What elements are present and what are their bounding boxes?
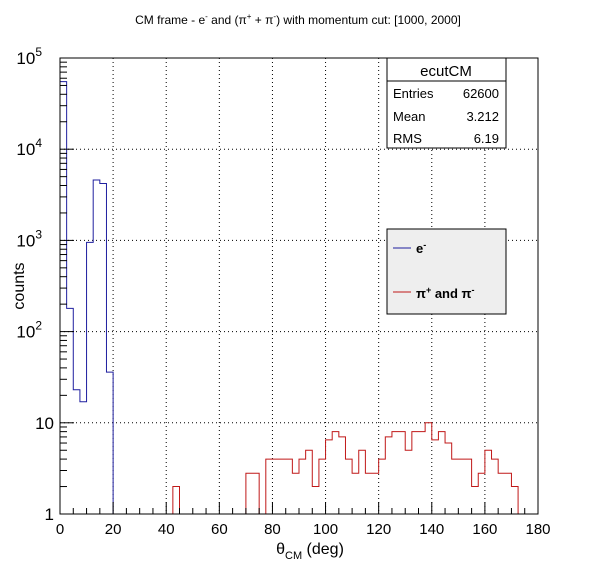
y-axis: 1 10 102 103 104 105 [16, 45, 74, 524]
stats-mean-label: Mean [393, 109, 426, 124]
histogram-bin [505, 473, 512, 514]
histogram-bin [339, 437, 346, 514]
histogram-bin [246, 473, 253, 514]
legend: e- π+ and π- [386, 228, 507, 315]
histogram-bin [326, 440, 333, 514]
y-tick-label: 102 [16, 319, 42, 342]
stats-box: ecutCM Entries 62600 Mean 3.212 RMS 6.19 [386, 57, 507, 149]
histogram-bin [352, 473, 359, 514]
histogram-bin [438, 432, 445, 514]
legend-label-pion: π+ and π- [416, 285, 475, 301]
histogram-bin [458, 459, 465, 514]
histogram-bin [399, 432, 406, 514]
histogram-bin [365, 473, 372, 514]
x-tick-label: 160 [472, 521, 497, 538]
histogram-bin [392, 432, 399, 514]
histogram-bin [478, 473, 485, 514]
histogram-bin [372, 473, 379, 514]
histogram-bin [80, 402, 87, 514]
histogram-bin [173, 487, 180, 514]
histogram-bin [319, 459, 326, 514]
histogram-bin [485, 450, 492, 514]
x-tick-label: 60 [211, 521, 228, 538]
x-axis: 0 20 40 60 80 100 120 140 160 180 [56, 502, 551, 538]
histogram-bin [299, 459, 306, 514]
histogram-bin [292, 473, 299, 514]
y-tick-label: 1 [45, 505, 54, 524]
histogram-bin [253, 473, 260, 514]
histogram-bin [332, 432, 339, 514]
histogram-bin [465, 459, 472, 514]
x-tick-label: 100 [313, 521, 338, 538]
histogram-bin [492, 459, 499, 514]
series-1 [60, 422, 538, 515]
histogram-bin [272, 459, 279, 514]
histogram-bin [100, 184, 107, 514]
histogram-bin [106, 372, 113, 514]
series-0 [60, 81, 120, 515]
histogram-bin [419, 432, 426, 514]
histogram-bin [93, 180, 100, 514]
series-layer [60, 81, 538, 515]
histogram-bin [432, 440, 439, 514]
histogram-bin [445, 443, 452, 514]
chart-title: CM frame - e- and (π+ + π-) with momentu… [135, 12, 461, 27]
histogram-bin [452, 459, 459, 514]
x-tick-label: 80 [264, 521, 281, 538]
y-tick-label: 105 [16, 45, 42, 68]
stats-mean-value: 3.212 [466, 109, 499, 124]
histogram-bin [359, 450, 366, 514]
histogram-bin [87, 242, 94, 514]
series-line [60, 422, 538, 515]
y-tick-label: 104 [16, 136, 42, 159]
y-tick-label: 103 [16, 227, 42, 250]
histogram-bin [412, 432, 419, 514]
y-axis-label: counts [11, 262, 28, 309]
histogram-bin [306, 450, 313, 514]
x-tick-label: 0 [56, 521, 64, 538]
histogram-bin [73, 390, 80, 514]
histogram-bin [405, 450, 412, 514]
histogram-bin [266, 459, 273, 514]
histogram-bin [312, 487, 319, 514]
histogram-bin [379, 459, 386, 514]
stats-box-title: ecutCM [420, 63, 472, 80]
x-tick-label: 120 [366, 521, 391, 538]
stats-entries-label: Entries [393, 86, 434, 101]
legend-label-electron: e- [416, 240, 426, 256]
x-tick-label: 20 [105, 521, 122, 538]
x-tick-label: 140 [419, 521, 444, 538]
x-tick-label: 180 [525, 521, 550, 538]
histogram-bin [472, 487, 479, 514]
stats-entries-value: 62600 [463, 86, 499, 101]
histogram-bin [279, 459, 286, 514]
histogram-bin [60, 82, 67, 514]
y-tick-label: 10 [35, 414, 54, 433]
histogram-bin [286, 459, 293, 514]
histogram-bin [345, 459, 352, 514]
histogram-bin [67, 308, 74, 514]
histogram-bin [498, 473, 505, 514]
stats-rms-label: RMS [393, 131, 422, 146]
histogram-bin [385, 437, 392, 514]
histogram-bin [511, 487, 518, 514]
histogram-bin [425, 423, 432, 514]
series-line [60, 81, 120, 515]
x-axis-label: θCM (deg) [276, 541, 344, 562]
x-tick-label: 40 [158, 521, 175, 538]
stats-rms-value: 6.19 [474, 131, 499, 146]
